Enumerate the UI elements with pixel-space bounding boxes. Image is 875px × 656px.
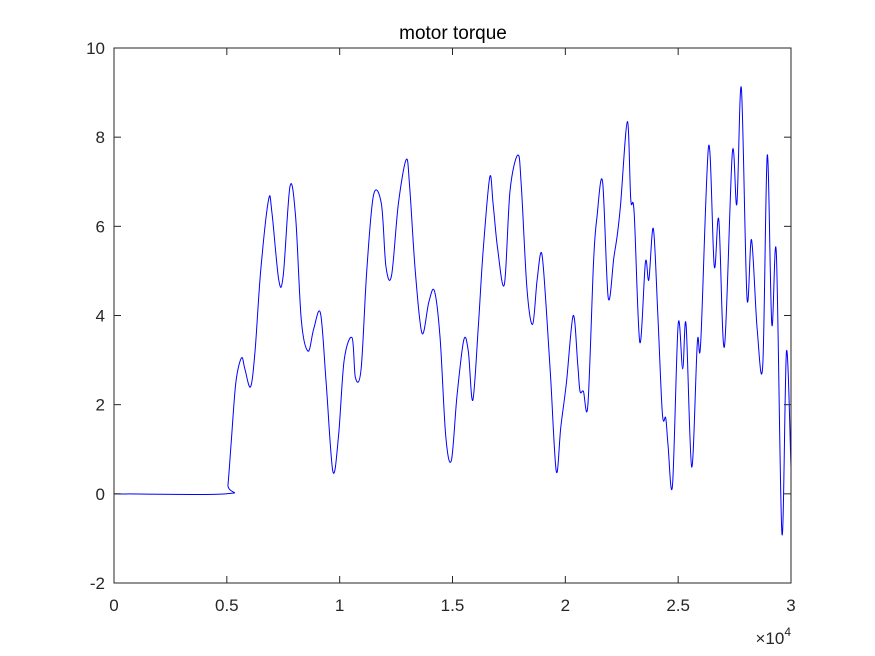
y-tick-label: 6 xyxy=(96,217,105,236)
x-tick-label: 0.5 xyxy=(215,596,239,615)
y-tick-label: -2 xyxy=(90,574,105,593)
y-tick-label: 8 xyxy=(96,128,105,147)
x-axis-exponent-power: 4 xyxy=(784,625,791,639)
y-axis-ticks: -2 0 2 4 6 8 10 xyxy=(86,39,791,593)
chart-title: motor torque xyxy=(399,23,507,44)
x-tick-label: 0 xyxy=(109,596,118,615)
y-tick-label: 2 xyxy=(96,396,105,415)
plot-area xyxy=(114,48,791,583)
x-axis-ticks: 0 0.5 1 1.5 2 2.5 3 xyxy=(109,48,796,615)
data-layer xyxy=(113,86,792,536)
x-tick-label: 2.5 xyxy=(666,596,690,615)
x-axis-exponent-base: ×10 xyxy=(755,629,784,648)
y-tick-label: 0 xyxy=(96,485,105,504)
x-tick-label: 3 xyxy=(786,596,795,615)
x-axis-exponent-label: ×104 xyxy=(755,625,791,648)
y-tick-label: 4 xyxy=(96,307,105,326)
x-tick-label: 2 xyxy=(561,596,570,615)
x-tick-label: 1.5 xyxy=(441,596,465,615)
y-tick-label: 10 xyxy=(86,39,105,58)
x-tick-label: 1 xyxy=(335,596,344,615)
series-line-0 xyxy=(113,86,792,536)
